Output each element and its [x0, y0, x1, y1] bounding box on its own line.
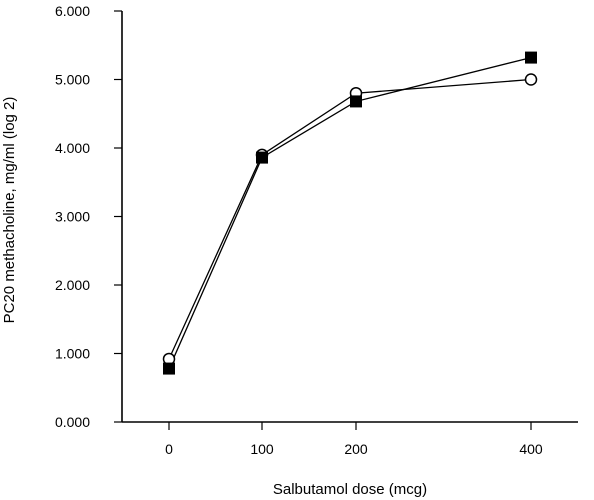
data-point-filled-square: [163, 362, 175, 375]
x-tick-label: 200: [344, 441, 368, 457]
x-tick-label: 400: [519, 441, 543, 457]
x-tick-label: 0: [165, 441, 173, 457]
data-point-filled-square: [350, 95, 362, 108]
y-tick-label: 4.000: [55, 140, 90, 156]
y-tick-label: 0.000: [55, 414, 90, 430]
series-markers-open-circle: [162, 73, 538, 366]
y-axis-ticks: 0.000 1.000 2.000 3.000 4.000 5.000 6.000: [55, 3, 122, 430]
series-open-circle: [168, 78, 532, 360]
y-axis-title: PC20 methacholine, mg/ml (log 2): [1, 97, 18, 324]
y-tick-label: 6.000: [55, 3, 90, 19]
x-tick-label: 100: [250, 441, 274, 457]
series-filled-square: [168, 56, 532, 369]
data-point-open-circle: [524, 73, 538, 86]
data-point-filled-square: [256, 151, 268, 164]
y-tick-label: 1.000: [55, 346, 90, 362]
series-line: [168, 78, 532, 360]
data-point-filled-square: [525, 51, 537, 64]
x-axis-ticks: 0 100 200 400: [165, 422, 543, 457]
series-markers-filled-square: [163, 51, 537, 375]
y-tick-label: 5.000: [55, 72, 90, 88]
x-axis-title: Salbutamol dose (mcg): [273, 481, 427, 498]
series-layer: [162, 51, 538, 375]
axes: [121, 11, 578, 423]
y-tick-label: 3.000: [55, 209, 90, 225]
series-line: [168, 56, 532, 369]
y-tick-label: 2.000: [55, 277, 90, 293]
